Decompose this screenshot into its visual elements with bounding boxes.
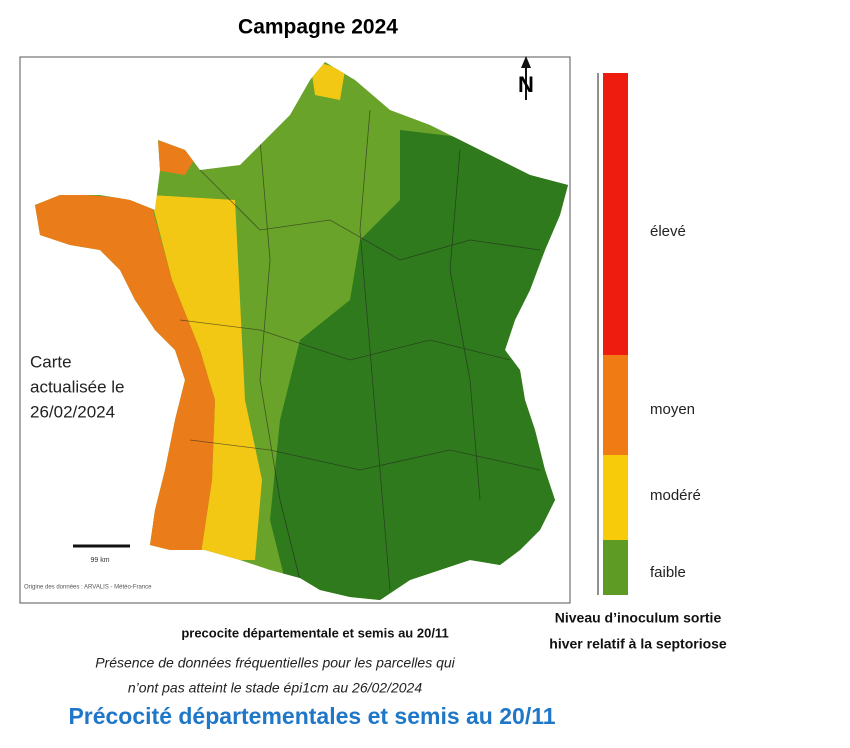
legend-title: hiver relatif à la septoriose — [549, 636, 727, 652]
department-borders — [179, 109, 541, 591]
legend-label: faible — [650, 564, 686, 581]
north-arrow: N — [518, 56, 534, 100]
title: Campagne 2024 — [238, 16, 398, 39]
zone-faible-dark — [270, 130, 568, 600]
update-note: 26/02/2024 — [30, 402, 115, 421]
legend-swatch — [603, 455, 628, 540]
scale-label: 99 km — [90, 557, 109, 564]
north-label: N — [518, 72, 534, 97]
legend-swatch — [603, 73, 628, 355]
legend-label: moyen — [650, 401, 695, 418]
note: Présence de données fréquentielles pour … — [95, 655, 455, 671]
caption: precocite départementale et semis au 20/… — [181, 625, 448, 640]
legend-swatch — [603, 540, 628, 595]
update-note: actualisée le — [30, 377, 125, 396]
legend-label: modéré — [650, 487, 701, 504]
zone-modere — [150, 195, 262, 560]
footer: Précocité départementales et semis au 20… — [68, 703, 555, 729]
legend-label: élevé — [650, 223, 686, 240]
source: Origine des données : ARVALIS - Météo-Fr… — [24, 585, 152, 591]
update-note: Carte — [30, 352, 72, 371]
legend-swatch — [603, 355, 628, 455]
zone-modere — [310, 62, 345, 100]
note: n’ont pas atteint le stade épi1cm au 26/… — [128, 680, 422, 696]
legend-title: Niveau d’inoculum sortie — [555, 610, 722, 626]
legend: élevé moyen modéré faible Niveau d’inocu… — [549, 73, 727, 652]
